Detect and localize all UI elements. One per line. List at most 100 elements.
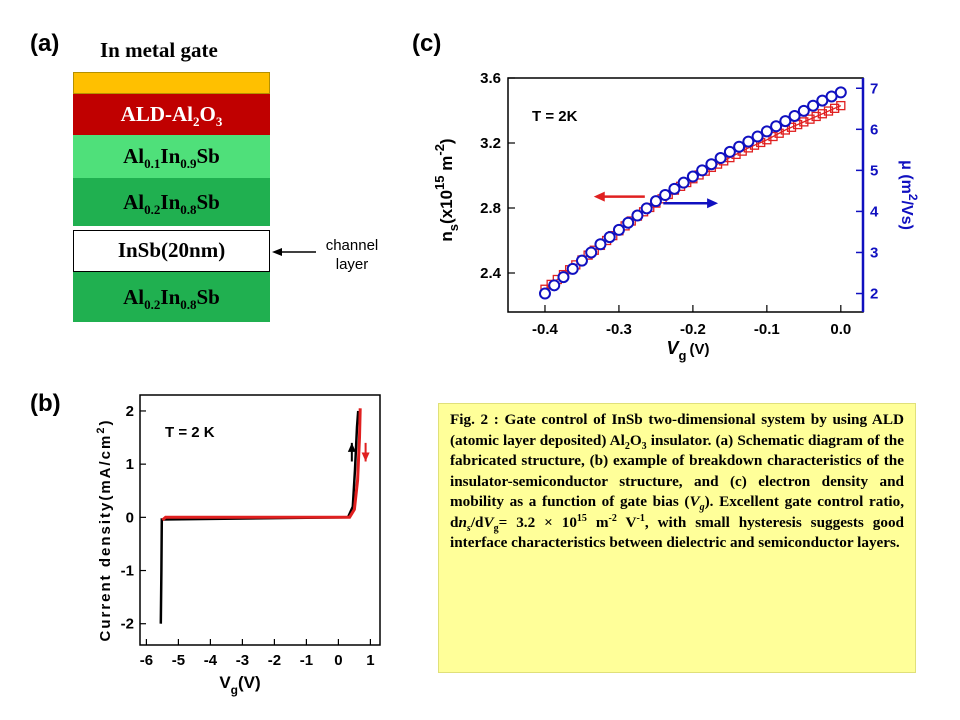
chart-c-ns-marker	[743, 143, 754, 153]
chart-c-ns-marker	[823, 106, 834, 116]
chart-b-ytick-label: 2	[126, 403, 134, 420]
chart-c-ns-marker	[614, 226, 624, 236]
chart-c-mu-marker	[714, 152, 727, 165]
chart-c-left-ytick-label: 3.2	[480, 135, 501, 152]
insb-channel-layer: InSb(20nm)	[73, 230, 270, 272]
al01-in09-sb-layer: Al0.1In0.9Sb	[73, 135, 270, 178]
chart-c-right-ytick-label: 7	[870, 80, 878, 97]
chart-c-right-ytick-label: 6	[870, 121, 878, 138]
chart-c-ns-marker	[694, 170, 704, 180]
chart-c-right-ylabel: μ (m2/Vs)	[898, 160, 920, 230]
chart-c-ns-marker	[552, 274, 562, 285]
chart-b-series-line	[161, 408, 362, 522]
chart-c-ns-marker	[700, 166, 710, 176]
chart-c-mu-marker	[538, 287, 551, 300]
chart-c-mu-marker	[760, 125, 773, 138]
chart-b-xtick-label: -6	[140, 652, 153, 669]
chart-c-ns-marker	[811, 111, 821, 122]
chart-b-ylabel: Current density(mA/cm2)	[95, 419, 114, 642]
chart-c-ns-marker	[632, 211, 643, 221]
panel-b-label: (b)	[30, 390, 61, 417]
chart-c-ns-marker	[595, 240, 606, 251]
chart-c-ns-marker	[712, 159, 723, 169]
chart-c-ns-marker	[669, 185, 680, 195]
chart-c-ns-marker	[638, 207, 649, 217]
chart-c-right-ytick-label: 3	[870, 244, 878, 261]
chart-b-xtick-label: -3	[236, 652, 249, 669]
chart-b-xtick-label: -4	[204, 652, 218, 669]
chart-c-ns-marker	[829, 103, 840, 113]
chart-b-ytick-label: 1	[126, 456, 134, 473]
chart-c-mu-marker	[770, 120, 783, 133]
chart-b-ytick-label: 0	[126, 509, 134, 526]
gate-label: In metal gate	[100, 38, 218, 62]
chart-c-ns-marker	[589, 245, 599, 255]
chart-c-mu-marker	[548, 279, 561, 292]
chart-c-mu-marker	[659, 189, 672, 201]
chart-c-ns-marker	[645, 202, 655, 213]
chart-b-arrow-head	[361, 452, 370, 462]
chart-c-left-ytick-label: 2.4	[480, 265, 502, 282]
chart-c-ns-marker	[774, 128, 784, 138]
chart-c-ns-marker	[737, 146, 747, 156]
chart-c-arrow-head	[593, 191, 605, 202]
chart-c-ns-marker	[663, 189, 673, 200]
chart-c-mu-marker	[566, 262, 579, 275]
chart-c-mu-marker	[788, 109, 801, 122]
chart-c-mu-marker	[723, 145, 736, 158]
chart-c-ns-marker	[799, 117, 809, 127]
chart-b-xtick-label: 0	[334, 652, 342, 669]
chart-c-ns-marker	[540, 284, 550, 294]
chart-c-ns-marker	[749, 140, 760, 150]
chart-c-mu-marker	[631, 209, 644, 222]
chart-c-mu-marker	[668, 182, 681, 195]
chart-c-mu-marker	[640, 202, 653, 215]
chart-c-ns-marker	[651, 198, 661, 208]
panel-c-label: (c)	[412, 30, 442, 57]
chart-c-mu-marker	[779, 115, 792, 128]
chart-c-mu-marker	[686, 170, 699, 183]
chart-c-xlabel: Vg (V)	[667, 338, 710, 363]
chart-c-right-ytick-label: 4	[870, 203, 879, 220]
chart-c-ns-marker	[601, 235, 612, 246]
chart-c-annotation: T = 2K	[532, 108, 578, 125]
chart-b-xtick-label: -1	[300, 652, 313, 669]
chart-c-ns-marker	[817, 109, 827, 119]
chart-c-right-ytick-label: 5	[870, 162, 878, 179]
chart-c-ns-marker	[577, 255, 587, 265]
chart-c-mu-marker	[649, 195, 662, 208]
chart-c-ns-marker	[731, 149, 741, 160]
chart-c-xtick-label: -0.3	[606, 321, 632, 338]
chart-c-ns-marker	[793, 119, 803, 130]
chart-c-mu-marker	[557, 271, 570, 284]
chart-c-xtick-label: -0.4	[532, 321, 559, 338]
chart-b-plot-frame	[139, 394, 381, 646]
chart-c-ns-marker	[583, 250, 593, 260]
chart-c-ns-marker	[805, 114, 815, 124]
chart-b-xtick-label: -5	[172, 652, 185, 669]
figure-caption: Fig. 2 : Gate control of InSb two-dimens…	[438, 403, 916, 673]
chart-c-ns-marker	[706, 162, 717, 173]
chart-c-xtick-label: -0.2	[680, 321, 706, 338]
chart-c-right-ytick-label: 2	[870, 286, 878, 303]
chart-c-plot-frame	[507, 77, 864, 313]
chart-c-ns-marker	[768, 131, 778, 142]
chart-c-ns-marker	[558, 269, 569, 280]
chart-c-mu-marker	[807, 99, 820, 112]
chart-c-ns-marker	[725, 152, 735, 163]
chart-c-mu-marker	[825, 90, 838, 103]
chart-c-mu-marker	[705, 158, 718, 171]
chart-c-ns-marker	[626, 216, 636, 226]
chart-b-ytick-label: -1	[121, 563, 134, 580]
chart-c-mu-marker	[585, 246, 598, 259]
al02-in08-sb-layer-lower: Al0.2In0.8Sb	[73, 272, 270, 322]
chart-c-mu-marker	[733, 140, 746, 153]
chart-c-mu-marker	[816, 94, 829, 107]
chart-c-mu-marker	[575, 254, 588, 267]
chart-c-ns-marker	[571, 260, 581, 270]
ald-oxide-layer: ALD-Al2O3	[73, 94, 270, 135]
chart-b-annotation: T = 2 K	[165, 424, 215, 441]
chart-c-ns-marker	[786, 122, 797, 132]
chart-b-series-line	[159, 410, 360, 624]
chart-c-mu-marker	[612, 223, 625, 236]
